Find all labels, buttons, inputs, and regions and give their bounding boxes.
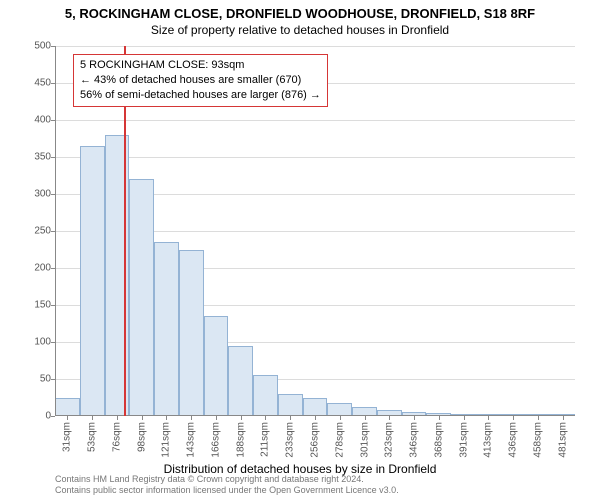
x-tick-label: 53sqm — [87, 422, 98, 452]
gridline — [55, 46, 575, 47]
y-tick-label: 450 — [34, 78, 51, 89]
x-tick-label: 98sqm — [136, 422, 147, 452]
x-tick-label: 166sqm — [210, 422, 221, 458]
y-tick-label: 100 — [34, 337, 51, 348]
histogram-bar — [179, 250, 204, 417]
x-tick-mark — [464, 416, 465, 420]
x-tick-label: 278sqm — [334, 422, 345, 458]
x-tick-label: 436sqm — [508, 422, 519, 458]
annotation-line-2: ← 43% of detached houses are smaller (67… — [80, 73, 321, 88]
gridline — [55, 120, 575, 121]
y-axis-line — [55, 46, 56, 416]
y-tick-label: 50 — [40, 374, 51, 385]
histogram-bar — [228, 346, 253, 416]
x-tick-mark — [92, 416, 93, 420]
annotation-line-3: 56% of semi-detached houses are larger (… — [80, 88, 321, 103]
annotation-box: 5 ROCKINGHAM CLOSE: 93sqm ← 43% of detac… — [73, 54, 328, 107]
histogram-bar — [303, 398, 328, 417]
y-tick-mark — [51, 416, 55, 417]
x-tick-mark — [488, 416, 489, 420]
y-tick-label: 150 — [34, 300, 51, 311]
x-tick-label: 76sqm — [111, 422, 122, 452]
gridline — [55, 157, 575, 158]
x-tick-mark — [216, 416, 217, 420]
copyright-line-2: Contains public sector information licen… — [55, 485, 399, 497]
x-tick-label: 413sqm — [483, 422, 494, 458]
x-tick-label: 391sqm — [458, 422, 469, 458]
histogram-bar — [129, 179, 154, 416]
y-tick-label: 400 — [34, 115, 51, 126]
copyright-notice: Contains HM Land Registry data © Crown c… — [55, 474, 399, 497]
x-tick-mark — [315, 416, 316, 420]
x-tick-label: 368sqm — [433, 422, 444, 458]
x-tick-mark — [191, 416, 192, 420]
x-tick-mark — [563, 416, 564, 420]
x-tick-label: 211sqm — [260, 422, 271, 457]
x-tick-label: 323sqm — [384, 422, 395, 458]
x-tick-label: 143sqm — [186, 422, 197, 458]
x-tick-label: 301sqm — [359, 422, 370, 458]
histogram-bar — [278, 394, 303, 416]
x-tick-label: 458sqm — [532, 422, 543, 458]
x-tick-label: 31sqm — [62, 422, 73, 452]
histogram-bar — [204, 316, 229, 416]
annotation-line-1: 5 ROCKINGHAM CLOSE: 93sqm — [80, 58, 321, 73]
y-tick-label: 350 — [34, 152, 51, 163]
x-axis-line — [55, 415, 575, 416]
x-tick-label: 121sqm — [161, 422, 172, 458]
x-tick-mark — [290, 416, 291, 420]
x-tick-mark — [414, 416, 415, 420]
chart-subtitle: Size of property relative to detached ho… — [0, 21, 600, 37]
x-tick-label: 481sqm — [557, 422, 568, 458]
y-tick-label: 500 — [34, 41, 51, 52]
x-tick-mark — [513, 416, 514, 420]
y-tick-label: 300 — [34, 189, 51, 200]
histogram-bar — [80, 146, 105, 416]
x-tick-mark — [365, 416, 366, 420]
y-tick-label: 250 — [34, 226, 51, 237]
histogram-bar — [327, 403, 352, 416]
x-tick-mark — [538, 416, 539, 420]
x-tick-mark — [439, 416, 440, 420]
x-tick-mark — [340, 416, 341, 420]
x-tick-mark — [265, 416, 266, 420]
x-tick-mark — [142, 416, 143, 420]
copyright-line-1: Contains HM Land Registry data © Crown c… — [55, 474, 399, 486]
x-tick-mark — [166, 416, 167, 420]
x-tick-mark — [241, 416, 242, 420]
x-tick-mark — [117, 416, 118, 420]
chart-title: 5, ROCKINGHAM CLOSE, DRONFIELD WOODHOUSE… — [0, 0, 600, 21]
histogram-bar — [55, 398, 80, 417]
x-tick-mark — [67, 416, 68, 420]
y-tick-label: 200 — [34, 263, 51, 274]
histogram-bar — [253, 375, 278, 416]
x-tick-label: 233sqm — [285, 422, 296, 458]
x-tick-label: 256sqm — [310, 422, 321, 458]
x-tick-mark — [389, 416, 390, 420]
x-tick-label: 346sqm — [409, 422, 420, 458]
chart-plot-area: 05010015020025030035040045050031sqm53sqm… — [55, 46, 575, 416]
histogram-bar — [154, 242, 179, 416]
x-tick-label: 188sqm — [235, 422, 246, 458]
